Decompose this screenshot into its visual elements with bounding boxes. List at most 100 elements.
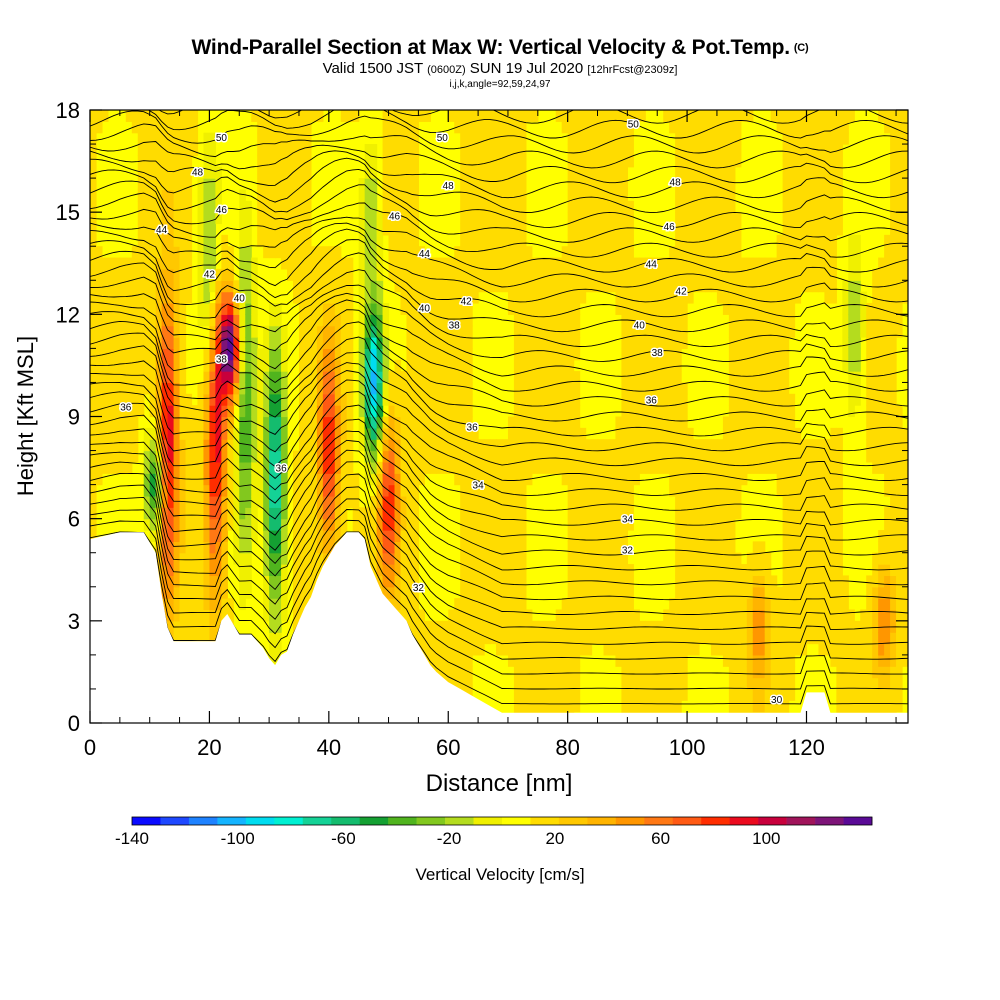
velocity-cell <box>699 507 706 520</box>
velocity-cell <box>585 450 593 463</box>
velocity-cell <box>597 564 605 577</box>
velocity-cell <box>687 132 694 145</box>
velocity-cell <box>400 450 408 463</box>
velocity-cell <box>143 348 151 361</box>
velocity-cell <box>609 632 617 645</box>
velocity-cell <box>621 382 628 395</box>
velocity-cell <box>854 234 861 247</box>
velocity-cell <box>788 518 796 531</box>
velocity-cell <box>830 609 837 622</box>
velocity-cell <box>788 473 796 486</box>
velocity-cell <box>555 688 563 701</box>
velocity-cell <box>836 427 843 440</box>
velocity-cell <box>543 654 551 667</box>
velocity-cell <box>418 337 425 349</box>
velocity-cell <box>466 461 473 474</box>
velocity-cell <box>693 280 700 293</box>
velocity-cell <box>836 518 843 531</box>
velocity-cell <box>657 257 664 270</box>
velocity-cell <box>304 552 312 565</box>
velocity-cell <box>424 643 431 656</box>
velocity-cell <box>567 121 575 134</box>
velocity-cell <box>657 393 664 406</box>
velocity-cell <box>657 439 664 452</box>
velocity-cell <box>263 325 270 338</box>
velocity-cell <box>597 144 605 157</box>
velocity-cell <box>90 178 97 191</box>
velocity-cell <box>615 632 622 645</box>
velocity-cell <box>310 393 318 406</box>
velocity-cell <box>567 507 575 520</box>
velocity-cell <box>406 598 414 611</box>
velocity-cell <box>149 314 157 327</box>
velocity-cell <box>657 643 664 656</box>
velocity-cell <box>836 530 843 542</box>
velocity-cell <box>203 450 211 463</box>
velocity-cell <box>543 302 551 315</box>
velocity-cell <box>782 518 790 531</box>
velocity-cell <box>484 223 491 236</box>
velocity-cell <box>806 450 814 463</box>
velocity-cell <box>639 314 646 327</box>
velocity-cell <box>770 337 778 349</box>
velocity-cell <box>400 382 408 395</box>
velocity-cell <box>704 234 712 247</box>
velocity-cell <box>334 337 342 349</box>
velocity-cell <box>137 246 145 259</box>
velocity-cell <box>639 280 646 293</box>
velocity-cell <box>519 314 527 327</box>
velocity-cell <box>340 382 348 395</box>
velocity-cell <box>95 371 103 384</box>
velocity-cell <box>782 280 790 293</box>
velocity-cell <box>185 439 193 452</box>
velocity-cell <box>675 700 682 713</box>
velocity-cell <box>513 200 521 213</box>
velocity-cell <box>221 302 228 315</box>
velocity-cell <box>758 700 766 713</box>
velocity-cell <box>233 507 240 520</box>
velocity-cell <box>388 564 396 577</box>
velocity-cell <box>322 495 330 508</box>
velocity-cell <box>591 234 599 247</box>
velocity-cell <box>191 439 199 452</box>
velocity-cell <box>496 564 503 577</box>
velocity-cell <box>776 666 784 679</box>
velocity-cell <box>722 632 730 645</box>
velocity-cell <box>669 371 676 384</box>
velocity-cell <box>328 439 336 452</box>
velocity-cell <box>734 643 742 656</box>
velocity-cell <box>215 302 222 315</box>
velocity-cell <box>800 189 808 202</box>
velocity-cell <box>197 598 205 611</box>
velocity-cell <box>800 155 808 168</box>
velocity-cell <box>830 246 837 259</box>
velocity-cell <box>167 575 175 588</box>
velocity-cell <box>298 393 306 406</box>
velocity-cell <box>149 200 157 213</box>
velocity-cell <box>221 552 228 565</box>
velocity-cell <box>125 325 133 338</box>
velocity-cell <box>543 677 551 690</box>
velocity-cell <box>406 507 414 520</box>
velocity-cell <box>233 302 240 315</box>
velocity-cell <box>555 609 563 622</box>
velocity-cell <box>382 155 390 168</box>
velocity-cell <box>543 280 551 293</box>
velocity-cell <box>710 257 718 270</box>
velocity-cell <box>519 564 527 577</box>
velocity-cell <box>824 132 831 145</box>
velocity-cell <box>579 291 587 304</box>
velocity-cell <box>537 359 545 372</box>
velocity-cell <box>579 620 587 633</box>
velocity-cell <box>149 405 157 418</box>
velocity-cell <box>239 189 246 202</box>
velocity-cell <box>513 359 521 372</box>
velocity-cell <box>406 212 414 225</box>
velocity-cell <box>794 234 802 247</box>
velocity-cell <box>406 337 414 349</box>
velocity-cell <box>848 609 855 622</box>
velocity-cell <box>669 280 676 293</box>
velocity-cell <box>866 654 873 667</box>
velocity-cell <box>651 688 658 701</box>
velocity-cell <box>722 484 730 497</box>
